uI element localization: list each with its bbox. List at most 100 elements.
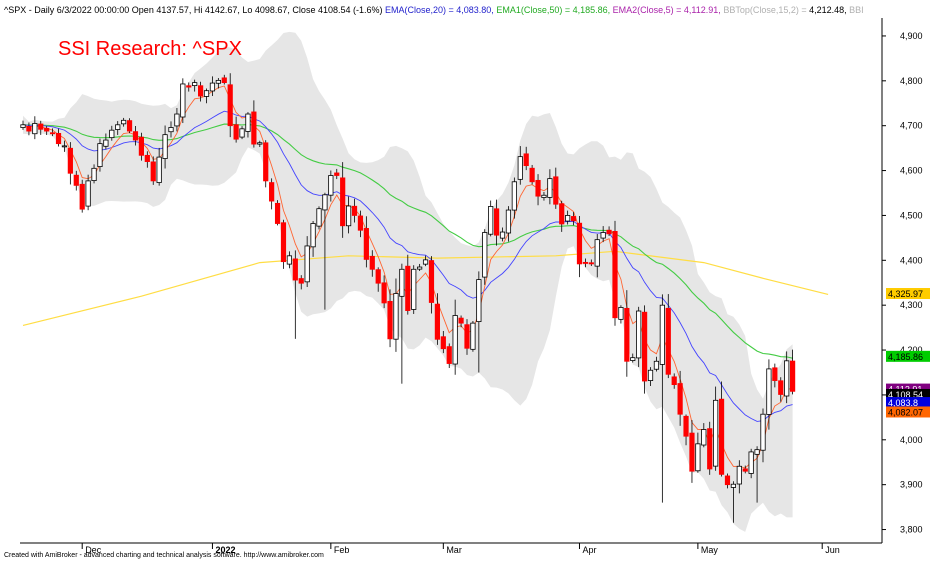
candle-body <box>109 129 115 139</box>
candle-body <box>50 132 56 135</box>
ema20-line <box>22 110 793 422</box>
candle <box>298 275 304 290</box>
candle <box>263 140 269 188</box>
candle-body <box>677 383 683 415</box>
value-tag-label: 4,185.86 <box>888 352 923 362</box>
candle <box>499 227 506 242</box>
candle <box>121 117 127 127</box>
candle <box>192 79 198 92</box>
y-tick-label: 3,800 <box>900 525 923 535</box>
candle <box>653 356 660 372</box>
candle <box>109 125 115 141</box>
candle-body <box>541 194 547 198</box>
candle <box>292 250 298 339</box>
candle <box>659 294 665 503</box>
candle-body <box>79 183 85 210</box>
chart-title: SSI Research: ^SPX <box>58 38 242 60</box>
candle-body <box>334 172 340 176</box>
candle-body <box>32 123 38 135</box>
candle-body <box>582 261 589 264</box>
candle-body <box>576 222 583 265</box>
candle <box>535 174 541 206</box>
candle <box>286 251 293 269</box>
candle-body <box>156 156 162 183</box>
header-symbol: ^SPX <box>4 5 27 15</box>
candle <box>766 359 772 430</box>
candle-body <box>381 282 387 304</box>
candle <box>73 170 79 191</box>
candle-body <box>121 119 127 125</box>
header-ohlc: - Daily 6/3/2022 00:00:00 Open 4137.57, … <box>26 5 385 15</box>
candle <box>600 226 606 243</box>
candle <box>245 112 251 138</box>
candle <box>144 151 150 168</box>
candle-body <box>511 181 517 211</box>
candle <box>707 421 713 475</box>
candle-body <box>322 194 328 211</box>
candle <box>529 164 535 185</box>
candle-body <box>422 259 429 265</box>
candle <box>20 120 26 130</box>
candle-body <box>38 123 44 130</box>
value-tag-label: 4,083.8 <box>888 398 918 408</box>
candle <box>742 465 748 474</box>
candle <box>257 140 263 148</box>
candle <box>274 200 281 226</box>
candle <box>156 147 162 186</box>
candle <box>67 142 73 185</box>
candle <box>85 174 91 211</box>
candle-body <box>245 113 251 132</box>
header-bbbot: BBI <box>849 5 864 15</box>
candle <box>689 420 695 483</box>
candle-body <box>251 111 257 145</box>
candle <box>724 473 731 489</box>
candle <box>772 363 778 388</box>
candle-body <box>357 215 364 231</box>
candle-body <box>387 300 393 340</box>
candle <box>594 234 600 278</box>
candle-body <box>180 83 186 118</box>
candle-body <box>778 380 784 395</box>
header-ema50: EMA1(Close,50) = 4,185.86, <box>496 5 611 15</box>
candle <box>221 74 227 85</box>
candle-body <box>399 268 405 297</box>
candle-body <box>239 128 245 138</box>
x-tick-label: Mar <box>446 545 462 555</box>
value-tag: 4,108.54 <box>886 388 930 400</box>
value-tag-label: 4,325.97 <box>888 289 923 299</box>
candle-body <box>67 147 73 174</box>
y-tick-label: 4,600 <box>900 166 923 176</box>
value-tag-label: 4,082.07 <box>888 407 923 417</box>
candle-body <box>565 215 571 222</box>
candle-body <box>535 179 541 197</box>
candle-body <box>26 126 32 132</box>
candle-body <box>772 367 778 381</box>
candle <box>334 168 340 180</box>
candle <box>636 306 642 368</box>
candle-body <box>440 336 446 350</box>
candle-body <box>653 360 660 370</box>
candle-body <box>790 360 796 392</box>
candle <box>203 88 210 104</box>
candle-body <box>570 216 577 222</box>
y-tick-label: 4,700 <box>900 121 923 131</box>
candle <box>517 146 523 185</box>
candle <box>683 414 689 446</box>
candle <box>269 178 275 210</box>
candle-body <box>209 82 216 92</box>
value-tag-box <box>886 406 930 418</box>
value-tags: 4,325.974,185.864,112.914,108.544,083.84… <box>886 288 930 418</box>
candle <box>576 216 583 278</box>
candle-body <box>748 451 754 474</box>
candle <box>612 220 618 326</box>
candle-body <box>20 124 26 128</box>
candle-body <box>227 84 233 127</box>
candle-body <box>784 360 790 397</box>
candle <box>369 250 375 277</box>
y-tick-label: 4,500 <box>900 210 923 220</box>
candle <box>411 265 417 314</box>
candle-body <box>417 266 423 270</box>
candle <box>713 386 719 471</box>
candle-body <box>452 315 458 365</box>
candle <box>452 299 458 375</box>
